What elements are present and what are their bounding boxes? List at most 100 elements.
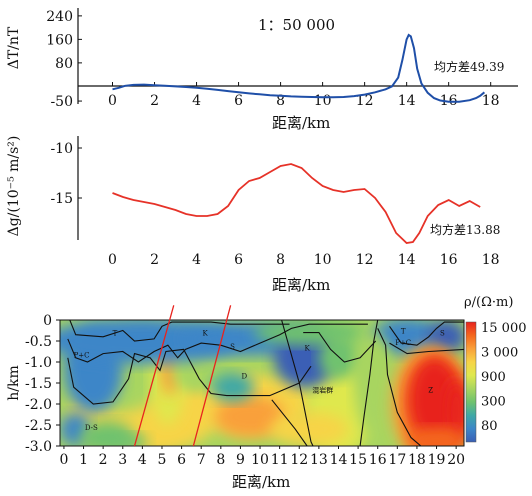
section-x-tick-label: 7 [197, 452, 206, 468]
colorbar-tick-label: 300 [481, 395, 506, 410]
geologic-boundary [359, 320, 379, 446]
section-x-tick-label: 6 [177, 452, 186, 468]
magnetic-annotation: 均方差49.39 [434, 59, 504, 74]
geologic-unit-label: T [401, 328, 406, 336]
resistivity-anomaly [318, 336, 359, 379]
section-x-tick-label: 4 [138, 452, 147, 468]
section-x-tick-label: 1 [79, 452, 88, 468]
resistivity-anomaly [354, 332, 394, 434]
resistivity-anomaly [109, 433, 149, 446]
magnetic-y-axis-label: ΔT/nT [6, 26, 22, 69]
magnetic-x-axis-label: 距离/km [272, 114, 330, 132]
section-x-tick-label: 18 [408, 452, 426, 468]
section-x-tick-label: 12 [290, 452, 308, 468]
resistivity-anomaly [407, 427, 464, 446]
magnetic-x-tick-label: 18 [482, 93, 500, 109]
section-x-tick-label: 20 [447, 452, 465, 468]
section-x-axis-label: 距离/km [232, 473, 290, 491]
colorbar-tick-label: 3 000 [481, 346, 518, 361]
magnetic-x-tick-label: 4 [192, 93, 201, 109]
section-y-tick-label: -2.0 [25, 397, 52, 413]
resistivity-anomaly [211, 372, 255, 402]
geologic-unit-label: P+C [395, 339, 411, 347]
geologic-unit-label: K [304, 344, 310, 352]
geologic-boundary [303, 332, 377, 363]
magnetic-y-tick-label: 80 [55, 56, 73, 72]
colorbar-title: ρ/(Ω·m) [464, 295, 513, 310]
geologic-boundary [377, 328, 422, 446]
section-x-tick-label: 17 [388, 452, 406, 468]
section-x-tick-label: 10 [251, 452, 269, 468]
gravity-anomaly-chart: Δg/(10⁻⁵ m/s²) 均方差13.88 距离/km [6, 136, 500, 294]
magnetic-y-tick-label: 160 [46, 32, 73, 48]
resistivity-anomaly [269, 412, 349, 446]
resistivity-field [60, 320, 464, 446]
magnetic-x-tick-label: 14 [398, 93, 416, 109]
gravity-annotation: 均方差13.88 [430, 222, 500, 237]
section-x-tick-label: 14 [330, 452, 348, 468]
geologic-boundary [389, 321, 464, 346]
section-y-tick-label: -3.0 [25, 439, 52, 455]
section-y-tick-label: -0.5 [25, 334, 52, 350]
geologic-boundary [69, 320, 290, 342]
geologic-unit-label: S [440, 330, 445, 338]
geologic-unit-label: S [230, 343, 235, 351]
section-y-tick-label: 0 [43, 313, 52, 329]
gravity-x-axis-label: 距离/km [272, 276, 330, 294]
magnetic-x-tick-label: 8 [276, 93, 285, 109]
gravity-x-tick-label: 10 [314, 252, 332, 268]
section-x-tick-label: 9 [236, 452, 245, 468]
geologic-boundary [67, 323, 368, 363]
resistivity-section: h/km 距离/km ρ/(Ω·m) [6, 295, 513, 491]
gravity-x-tick-label: 4 [192, 252, 201, 268]
gravity-x-tick-label: 14 [398, 252, 416, 268]
section-y-tick-label: -1.5 [25, 376, 52, 392]
resistivity-anomaly [214, 395, 286, 438]
magnetic-x-tick-label: 6 [234, 93, 243, 109]
gravity-y-tick-label: -15 [50, 191, 73, 207]
section-y-tick-label: -1.0 [25, 355, 52, 371]
section-x-tick-label: 0 [59, 452, 68, 468]
gravity-x-tick-label: 6 [234, 252, 243, 268]
magnetic-y-tick-label: -50 [50, 94, 73, 110]
section-x-tick-label: 8 [216, 452, 225, 468]
section-x-tick-label: 5 [158, 452, 167, 468]
gravity-series-line [112, 163, 481, 244]
geologic-unit-label: K [203, 330, 209, 338]
section-y-axis-label: h/km [6, 365, 22, 401]
geologic-unit-label: D-S [85, 424, 98, 432]
section-y-tick-label: -2.5 [25, 418, 52, 434]
section-x-tick-label: 3 [118, 452, 127, 468]
scale-label: 1：50 000 [258, 16, 335, 34]
geologic-unit-label: T [113, 330, 118, 338]
section-x-tick-label: 2 [99, 452, 108, 468]
geologic-unit-label: P+C [74, 351, 90, 359]
gravity-x-tick-label: 2 [150, 252, 159, 268]
geologic-unit-label: Z [428, 386, 433, 394]
magnetic-series-line [112, 33, 486, 103]
geologic-boundary [389, 342, 464, 355]
magnetic-y-tick-label: 240 [46, 9, 73, 25]
section-x-tick-label: 16 [369, 452, 387, 468]
gravity-x-tick-label: 0 [108, 252, 117, 268]
geologic-unit-label: D [242, 372, 248, 380]
geologic-boundary [67, 348, 312, 405]
gravity-x-tick-label: 12 [356, 252, 374, 268]
section-x-tick-label: 13 [310, 452, 328, 468]
colorbar-tick-label: 900 [481, 370, 506, 385]
magnetic-x-tick-label: 2 [150, 93, 159, 109]
geologic-unit-label: 混岩群 [312, 385, 333, 394]
magnetic-x-tick-label: 0 [108, 93, 117, 109]
geologic-boundary [271, 399, 308, 446]
section-x-tick-label: 19 [428, 452, 446, 468]
colorbar-tick-label: 80 [481, 419, 498, 434]
fault-line [192, 305, 232, 447]
magnetic-x-tick-label: 10 [314, 93, 332, 109]
section-x-tick-label: 11 [271, 452, 289, 468]
colorbar-tick-label: 15 000 [481, 321, 527, 336]
magnetic-anomaly-chart: 1：50 000 ΔT/nT 均方差49.39 距离/km [6, 8, 518, 132]
colorbar [465, 321, 477, 443]
gravity-y-axis-label: Δg/(10⁻⁵ m/s²) [6, 136, 22, 237]
